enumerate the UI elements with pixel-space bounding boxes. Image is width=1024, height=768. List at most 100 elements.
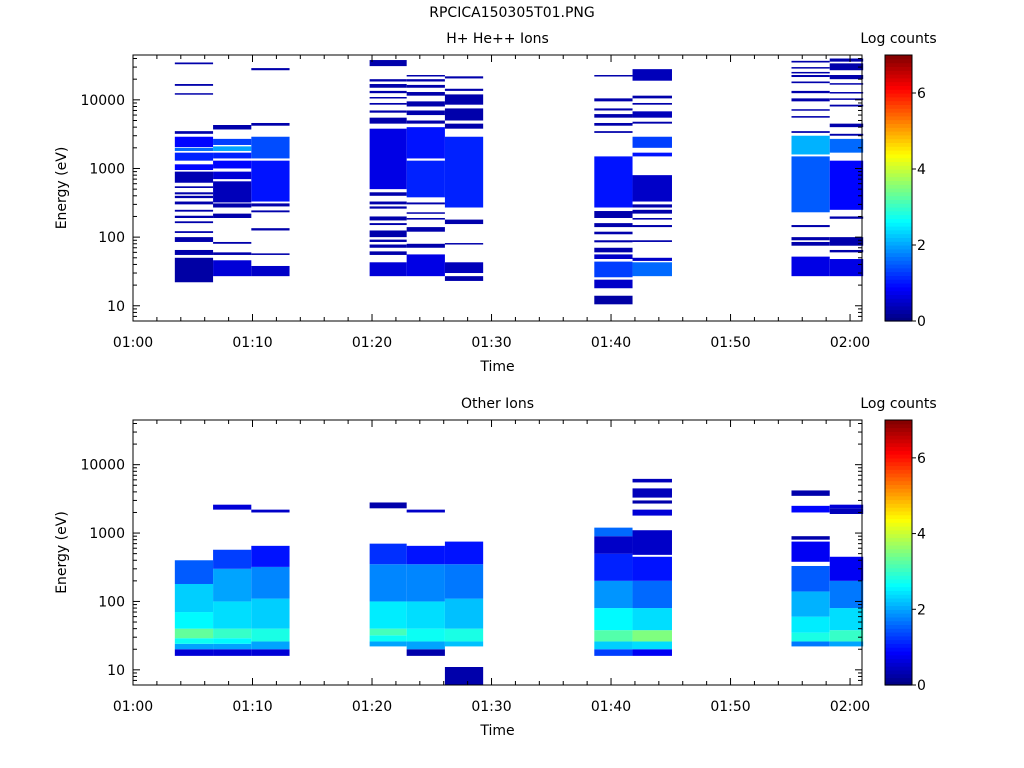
panel1-colorbar-swatch xyxy=(885,157,912,162)
panel2-colorbar-swatch xyxy=(885,427,912,432)
panel2-colorbar-swatch xyxy=(885,491,912,497)
panel2-colorbar-swatch xyxy=(885,647,912,652)
panel1-cell-5-5 xyxy=(444,123,484,129)
panel2-cell-0-3 xyxy=(174,628,214,639)
panel1-cell-3-16 xyxy=(369,84,407,88)
panel2-colorbar-label: Log counts xyxy=(860,396,936,412)
panel2-cell-8-5 xyxy=(791,541,830,562)
panel1-cell-3-17 xyxy=(369,79,407,82)
panel2-cell-6-0 xyxy=(594,649,633,656)
panel2-colorbar-swatch xyxy=(885,594,912,599)
panel2-colorbar-swatch xyxy=(885,662,912,667)
panel1-cell-9-13 xyxy=(829,63,864,71)
panel1-cell-3-10 xyxy=(369,128,407,190)
panel2-cell-8-6 xyxy=(791,536,830,540)
panel2-cell-3-4 xyxy=(369,564,407,602)
panel2-cell-6-6 xyxy=(594,536,633,554)
panel2-colorbar-swatch xyxy=(885,575,912,580)
panel1-cell-7-13 xyxy=(632,95,672,99)
panel1-cell-9-12 xyxy=(829,75,864,80)
panel2-xtick-label: 01:40 xyxy=(591,699,631,715)
panel2-cell-1-7 xyxy=(213,504,252,510)
panel2-cell-8-2 xyxy=(791,616,830,633)
panel1-colorbar-swatch xyxy=(885,317,912,322)
panel1-cell-1-6 xyxy=(213,171,252,180)
panel1-colorbar-swatch xyxy=(885,210,912,216)
panel1-ytick-label: 1000 xyxy=(89,161,125,177)
panel2-colorbar-tick-label: 0 xyxy=(917,678,926,694)
panel1-cell-5-0 xyxy=(444,276,484,281)
panel1-cell-0-15 xyxy=(174,136,214,148)
panel1-colorbar-swatch xyxy=(885,58,912,64)
panel2-colorbar-swatch xyxy=(885,522,912,527)
panel2-cell-7-7 xyxy=(632,509,672,516)
panel2-colorbar-swatch xyxy=(885,499,912,504)
panel2-colorbar-swatch xyxy=(885,563,912,569)
panel2-xtick-label: 01:00 xyxy=(113,699,153,715)
panel1-cell-3-11 xyxy=(369,117,407,124)
panel2-cell-6-7 xyxy=(594,527,633,537)
panel2-cell-6-5 xyxy=(594,553,633,581)
panel1-colorbar-swatch xyxy=(885,237,912,242)
panel1-colorbar-frame xyxy=(884,54,913,322)
panel1-colorbar-label: Log counts xyxy=(860,31,936,47)
panel1-cell-9-3 xyxy=(829,216,864,219)
panel1-cell-3-6 xyxy=(369,216,407,221)
panel1-cell-8-1 xyxy=(791,241,830,246)
panel1-cell-7-0 xyxy=(632,262,672,277)
panel1-cell-3-8 xyxy=(369,201,407,205)
panel1-xtick-label: 01:00 xyxy=(113,335,153,351)
panel2-cell-6-1 xyxy=(594,641,633,650)
panel2-colorbar-swatch xyxy=(885,628,912,633)
panel1-colorbar-swatch xyxy=(885,188,912,193)
panel1-colorbar-swatch xyxy=(885,313,912,318)
panel2-plot-frame xyxy=(132,419,863,686)
panel2-colorbar-tick-label: 2 xyxy=(917,602,926,618)
panel1-colorbar-swatch xyxy=(885,66,912,71)
panel2-cell-4-3 xyxy=(406,601,445,629)
panel1-cell-0-17 xyxy=(174,93,214,95)
panel2-colorbar-swatch xyxy=(885,507,912,512)
panel1-cell-4-1 xyxy=(406,243,445,248)
panel2-cell-5-3 xyxy=(444,598,484,629)
panel2-colorbar-swatch xyxy=(885,435,912,440)
panel1-cell-6-14 xyxy=(594,98,633,102)
panel1-cell-4-0 xyxy=(406,254,445,277)
panel1-colorbar-swatch xyxy=(885,142,912,147)
panel1-cell-7-3 xyxy=(632,225,672,228)
panel2-colorbar-swatch xyxy=(885,616,912,622)
panel2-colorbar-swatch xyxy=(885,658,912,663)
panel2-colorbar-tick-label: 4 xyxy=(917,527,926,543)
panel1-cell-1-11 xyxy=(213,125,252,130)
panel1-colorbar-swatch xyxy=(885,96,912,102)
panel1-cell-5-1 xyxy=(444,262,484,274)
panel2-colorbar-swatch xyxy=(885,673,912,679)
panel1-colorbar-swatch xyxy=(885,245,912,250)
panel1-colorbar-swatch xyxy=(885,108,912,113)
panel1-cell-4-12 xyxy=(406,84,445,88)
panel1-cell-8-12 xyxy=(791,75,830,78)
panel1-cell-7-2 xyxy=(632,240,672,242)
panel1-cell-0-19 xyxy=(174,62,214,65)
panel1-colorbar-swatch xyxy=(885,74,912,79)
panel1-colorbar-swatch xyxy=(885,283,912,288)
panel2-colorbar-swatch xyxy=(885,632,912,637)
panel1-cell-4-13 xyxy=(406,79,445,82)
panel1-colorbar-swatch xyxy=(885,195,912,200)
panel2-cell-0-6 xyxy=(174,560,214,584)
panel1-xtick-label: 01:10 xyxy=(232,335,272,351)
panel2-cell-2-6 xyxy=(251,509,290,513)
panel2-colorbar-swatch xyxy=(885,601,912,607)
panel1-colorbar-swatch xyxy=(885,256,912,261)
panel2-colorbar-swatch xyxy=(885,454,912,459)
panel2-colorbar-swatch xyxy=(885,537,912,542)
panel2-cell-1-1 xyxy=(213,643,252,650)
panel1-cell-1-7 xyxy=(213,160,252,169)
panel1-cell-5-3 xyxy=(444,219,484,225)
panel2-cell-5-4 xyxy=(444,564,484,599)
panel2-xtick-label: 01:20 xyxy=(352,699,392,715)
panel1-cell-6-6 xyxy=(594,231,633,235)
panel1-colorbar-swatch xyxy=(885,115,912,121)
figure-title: RPCICA150305T01.PNG xyxy=(429,5,595,21)
panel1-xtick-label: 01:50 xyxy=(710,335,750,351)
